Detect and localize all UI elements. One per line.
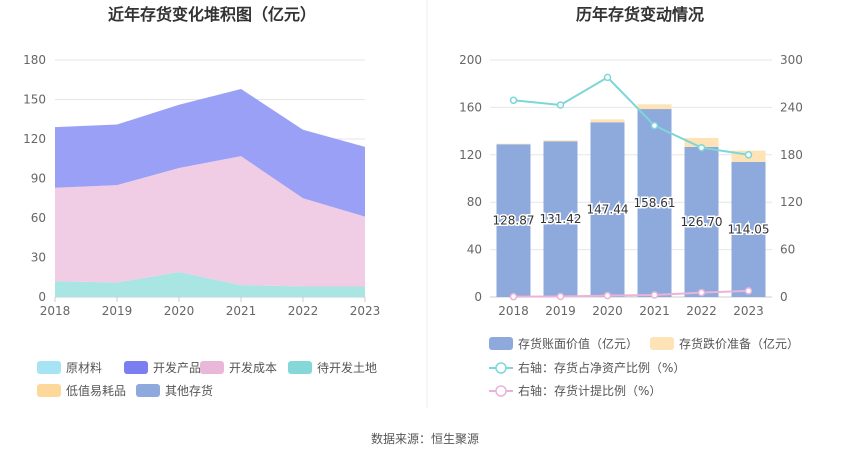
point-inventory-to-net-assets	[697, 143, 706, 152]
bar-inventory-value	[637, 109, 672, 297]
area-land	[55, 271, 365, 297]
legend-label: 原材料	[66, 361, 102, 375]
point-impairment-ratio	[697, 288, 706, 297]
x-tick-label: 2020	[164, 304, 195, 318]
x-tick-label: 2022	[686, 304, 717, 318]
legend-label: 开发产品	[153, 360, 201, 375]
line-impairment-ratio	[513, 289, 749, 298]
legend-swatch	[650, 337, 674, 350]
y-tick-label: 150	[23, 93, 46, 107]
legend-marker	[495, 362, 507, 374]
bar-data-label: 126.70	[681, 215, 723, 229]
point-impairment-ratio	[556, 292, 565, 301]
y2-tick-label: 120	[780, 195, 803, 209]
right-legend: 存货账面价值（亿元） 存货跌价准备（亿元） 右轴：存货占净资产比例（%） 右轴：存货计…	[489, 336, 799, 398]
y2-tick-label: 0	[780, 290, 788, 304]
x-tick-label: 2020	[592, 304, 623, 318]
legend-swatch	[37, 384, 61, 397]
y2-tick-label: 240	[780, 100, 803, 114]
bar-data-label: 114.05	[728, 222, 770, 236]
legend-label: 待开发土地	[317, 360, 377, 375]
left-area-chart: 0 30 60 90 120 150 180 2018 2019 2020 2021 2022 2023	[23, 53, 380, 318]
point-impairment-ratio	[603, 291, 612, 300]
legend-swatch	[200, 361, 224, 374]
x-tick-label: 2021	[639, 304, 670, 318]
point-inventory-to-net-assets	[650, 121, 659, 130]
legend-label: 其他存货	[165, 383, 213, 398]
bar-data-label: 147.44	[587, 203, 629, 217]
y2-tick-label: 300	[780, 53, 803, 67]
legend-label: 存货跌价准备（亿元）	[679, 336, 799, 351]
x-tick-label: 2018	[40, 304, 71, 318]
bar-inventory-value	[543, 141, 578, 297]
x-tick-label: 2021	[226, 304, 257, 318]
bar-inventory-value	[684, 146, 719, 297]
y-tick-label: 80	[467, 195, 482, 209]
y-tick-label: 60	[31, 211, 46, 225]
bar-impairment-reserve	[684, 137, 719, 147]
y-tick-label: 200	[459, 53, 482, 67]
legend-swatch	[37, 361, 61, 374]
bar-inventory-value	[496, 144, 531, 297]
y-tick-label: 40	[467, 243, 482, 257]
x-tick-label: 2018	[498, 304, 529, 318]
legend-label: 低值易耗品	[66, 383, 126, 398]
y-tick-label: 0	[474, 290, 482, 304]
legend-swatch	[288, 361, 312, 374]
data-source: 数据来源：恒生聚源	[371, 431, 479, 446]
bar-data-label: 128.87	[493, 214, 535, 228]
right-bar-chart: 0 40 80 120 160 200 0 60 120 180 240 300 2018 2019 202…	[459, 53, 803, 318]
y-tick-label: 180	[23, 53, 46, 67]
bar-data-label: 131.42	[540, 212, 582, 226]
legend-label: 右轴：存货计提比例（%）	[518, 383, 661, 398]
x-tick-label: 2023	[350, 304, 381, 318]
bar-impairment-reserve	[543, 140, 578, 142]
legend-swatch	[136, 384, 160, 397]
bar-data-label: 158.61	[634, 196, 676, 210]
legend-label: 存货账面价值（亿元）	[518, 336, 638, 351]
bar-impairment-reserve	[637, 104, 672, 110]
x-tick-label: 2023	[733, 304, 764, 318]
legend-swatch	[124, 361, 148, 374]
y2-tick-label: 60	[780, 243, 795, 257]
legend-marker	[495, 385, 507, 397]
y2-tick-label: 180	[780, 148, 803, 162]
point-inventory-to-net-assets	[556, 101, 565, 109]
point-impairment-ratio	[744, 287, 753, 295]
y-tick-label: 30	[31, 251, 46, 265]
x-tick-label: 2019	[545, 304, 576, 318]
bar-impairment-reserve	[590, 119, 625, 123]
bar-inventory-value	[590, 122, 625, 297]
y-tick-label: 160	[459, 100, 482, 114]
y-tick-label: 0	[38, 290, 46, 304]
point-inventory-to-net-assets	[744, 151, 753, 159]
legend-label: 开发成本	[229, 360, 277, 375]
bar-inventory-value	[731, 161, 766, 297]
legend-label: 右轴：存货占净资产比例（%）	[518, 360, 685, 375]
point-impairment-ratio	[650, 291, 659, 299]
y-tick-label: 120	[23, 132, 46, 146]
right-chart-title: 历年存货变动情况	[576, 5, 704, 24]
point-inventory-to-net-assets	[603, 73, 612, 82]
line-inventory-to-net-assets	[513, 76, 749, 156]
x-tick-label: 2022	[288, 304, 319, 318]
area-dev-product	[55, 88, 365, 217]
y-tick-label: 90	[31, 172, 46, 186]
area-dev-cost	[55, 156, 365, 287]
point-impairment-ratio	[509, 292, 518, 301]
y-tick-label: 120	[459, 148, 482, 162]
left-chart-title: 近年存货变化堆积图（亿元）	[108, 5, 316, 24]
x-tick-label: 2019	[102, 304, 133, 318]
bar-impairment-reserve	[496, 143, 531, 145]
legend-swatch	[489, 337, 513, 350]
point-inventory-to-net-assets	[509, 96, 518, 105]
